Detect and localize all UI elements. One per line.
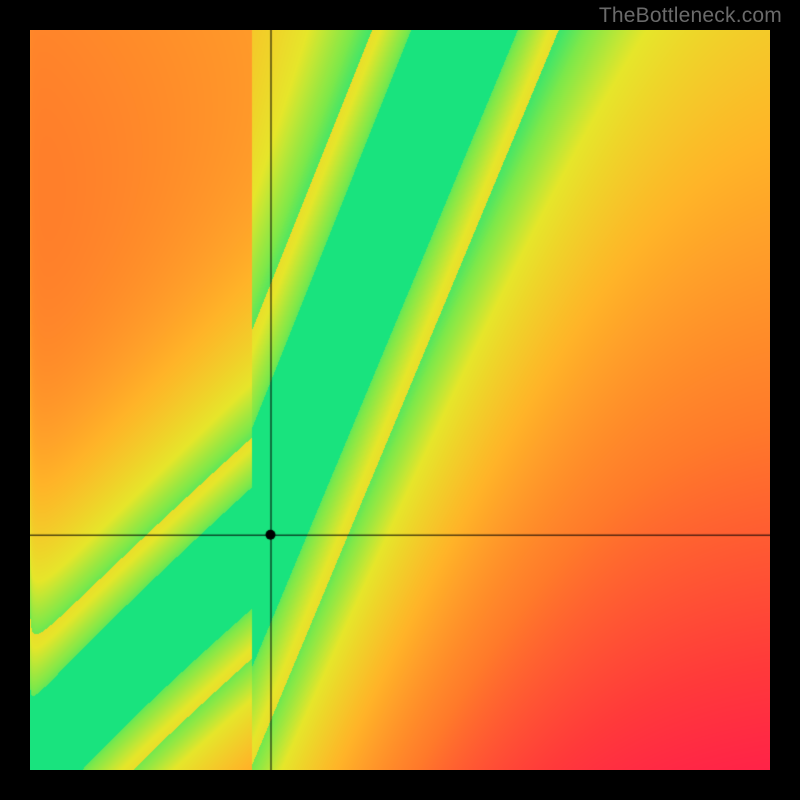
heatmap-plot — [30, 30, 770, 770]
watermark-text: TheBottleneck.com — [599, 4, 782, 28]
heatmap-canvas — [30, 30, 770, 770]
